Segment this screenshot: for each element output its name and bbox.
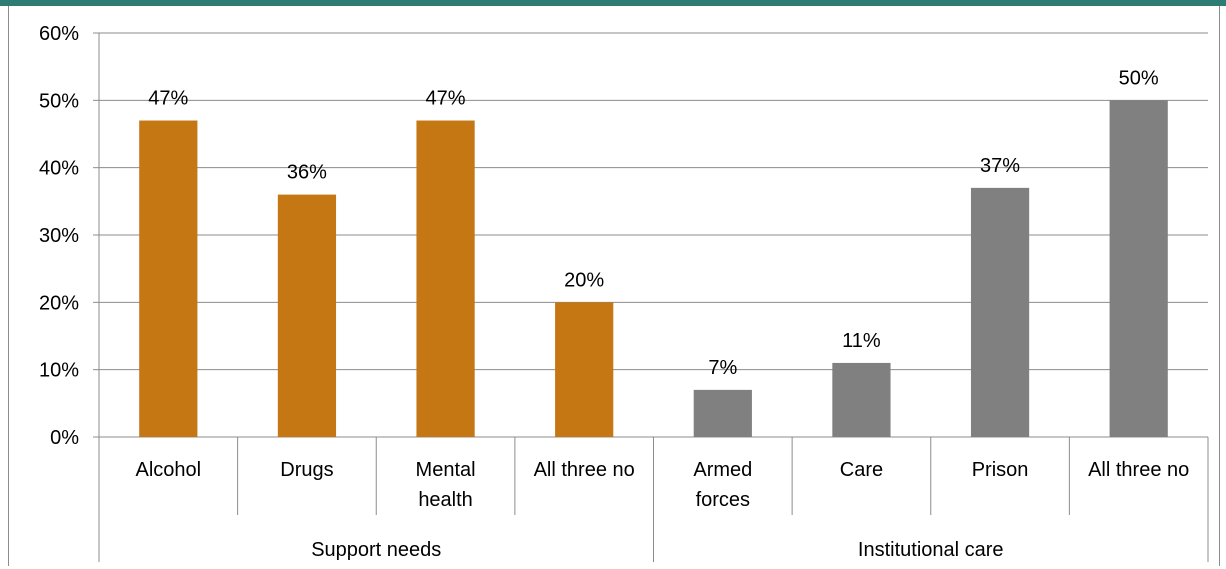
y-tick-label: 0% <box>50 427 79 449</box>
data-label: 50% <box>1119 67 1159 89</box>
category-label: Care <box>840 459 883 481</box>
header-band <box>0 0 1226 6</box>
bar <box>832 362 891 437</box>
y-tick-label: 10% <box>39 360 79 382</box>
category-label: Armed <box>693 459 752 481</box>
data-label: 47% <box>426 88 466 110</box>
y-tick-label: 60% <box>39 23 79 45</box>
bar <box>693 389 752 437</box>
group-label: Institutional care <box>858 539 1004 561</box>
chart-frame <box>8 6 1220 566</box>
data-label: 20% <box>564 269 604 291</box>
category-label: health <box>418 489 473 511</box>
data-label: 7% <box>708 357 737 379</box>
category-label: forces <box>696 489 750 511</box>
category-label: Alcohol <box>136 459 202 481</box>
bar <box>416 120 475 438</box>
y-tick-label: 50% <box>39 90 79 112</box>
data-label: 37% <box>980 155 1020 177</box>
bar <box>555 302 614 437</box>
category-label: All three no <box>534 459 635 481</box>
y-tick-label: 20% <box>39 292 79 314</box>
group-label: Support needs <box>311 539 441 561</box>
bar <box>277 194 337 437</box>
bar <box>139 120 198 438</box>
y-tick-label: 40% <box>39 158 79 180</box>
data-label: 11% <box>842 330 881 352</box>
category-label: Prison <box>972 459 1029 481</box>
category-label: All three no <box>1088 459 1189 481</box>
bar <box>1109 100 1168 437</box>
y-tick-label: 30% <box>39 225 79 247</box>
category-label: Mental <box>416 459 476 481</box>
bar <box>970 187 1030 437</box>
data-label: 36% <box>287 162 327 184</box>
data-label: 47% <box>148 88 188 110</box>
category-label: Drugs <box>280 459 333 481</box>
